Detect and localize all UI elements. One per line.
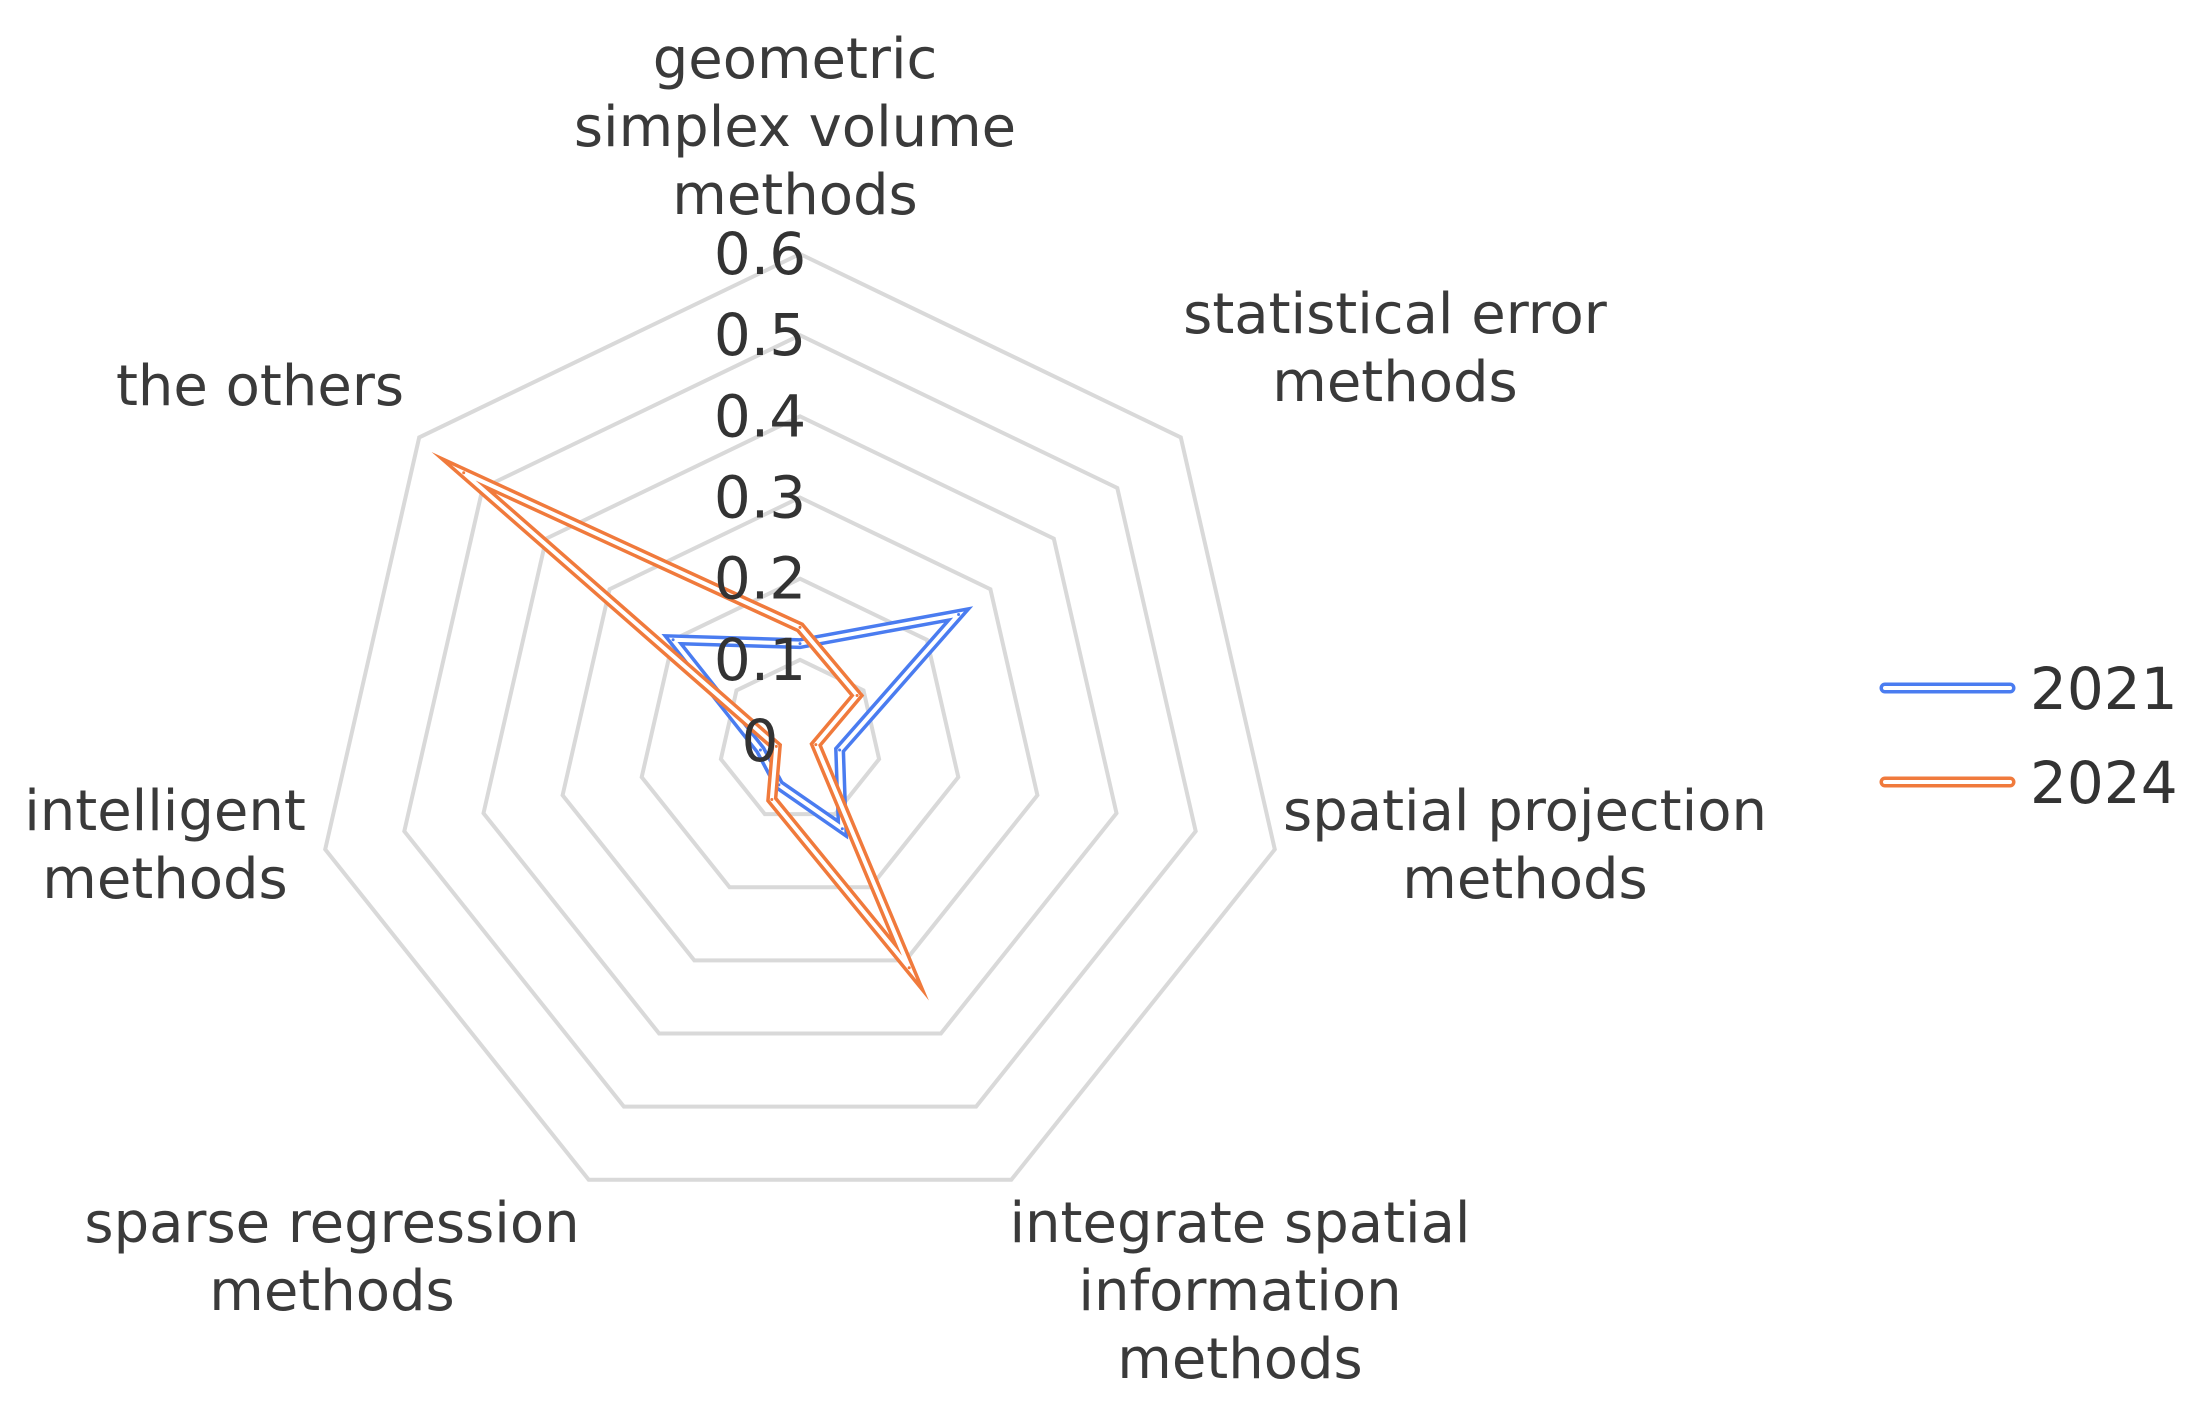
series-2024: [431, 451, 929, 1001]
grid-ring-5: [402, 332, 1198, 1109]
data-point-2024-5: [774, 744, 778, 748]
series-2021: [661, 606, 974, 840]
axis-labels: geometric simplex volume methodsstatistica…: [24, 27, 1767, 1392]
radar-grid: [323, 251, 1277, 1182]
data-point-2024-3: [907, 966, 911, 970]
axis-label-6: the others: [116, 354, 404, 419]
axis-label-3-line-0: integrate spatial: [1010, 1191, 1471, 1256]
tick-label-6: 0.6: [714, 220, 806, 288]
data-point-2024-4: [770, 798, 774, 801]
axis-label-4-line-1: methods: [209, 1259, 454, 1324]
tick-label-4: 0.4: [714, 382, 806, 450]
axis-label-0-line-2: methods: [672, 163, 917, 228]
legend-label-2021: 2021: [2030, 655, 2178, 723]
series-line-2024-outer: [431, 451, 929, 1001]
radial-tick-labels: 0 0.1 0.2 0.3 0.4 0.5 0.6: [714, 220, 806, 775]
grid-ring-2: [639, 576, 961, 890]
axis-label-0-line-0: geometric: [653, 27, 938, 92]
axis-label-5: intelligent methods: [24, 779, 306, 912]
radar-series-layer: [431, 451, 974, 1001]
axis-label-2-line-1: methods: [1402, 847, 1647, 912]
tick-label-3: 0.3: [714, 464, 806, 532]
axis-label-3-line-2: methods: [1117, 1327, 1362, 1392]
grid-ring-6: [323, 251, 1277, 1182]
axis-label-4-line-0: sparse regression: [84, 1191, 579, 1256]
axis-label-1: statistical error methods: [1183, 282, 1608, 415]
tick-label-2: 0.2: [714, 545, 806, 613]
axis-label-4: sparse regression methods: [84, 1191, 579, 1324]
axis-label-1-line-0: statistical error: [1183, 282, 1608, 347]
tick-label-5: 0.5: [714, 301, 806, 369]
grid-ring-1: [718, 657, 882, 817]
axis-label-5-line-1: methods: [42, 847, 287, 912]
legend: 2021 2024: [1879, 655, 2178, 817]
tick-label-0: 0: [742, 707, 779, 775]
axis-label-2-line-0: spatial projection: [1283, 779, 1767, 844]
grid-ring-4: [481, 414, 1119, 1036]
data-point-2021-6: [671, 638, 675, 642]
data-point-2024-6: [462, 471, 466, 475]
axis-label-0: geometric simplex volume methods: [574, 27, 1016, 228]
axis-label-3-line-1: information: [1078, 1259, 1401, 1324]
axis-label-5-line-0: intelligent: [24, 779, 306, 844]
grid-ring-3: [560, 495, 1040, 963]
series-line-2021-inner: [668, 611, 964, 833]
data-point-2024-0: [798, 625, 802, 629]
legend-label-2024: 2024: [2030, 749, 2178, 817]
series-line-2024-inner: [452, 465, 917, 980]
axis-label-2: spatial projection methods: [1283, 779, 1767, 912]
data-point-2021-2: [838, 748, 842, 752]
data-point-2021-1: [957, 613, 961, 616]
data-point-2024-2: [814, 743, 818, 747]
data-point-2021-0: [798, 642, 802, 646]
data-point-2021-5: [758, 748, 762, 752]
data-point-2024-1: [855, 694, 859, 697]
axis-label-3: integrate spatial information methods: [1010, 1191, 1471, 1392]
tick-label-1: 0.1: [714, 626, 806, 694]
axis-label-1-line-1: methods: [1272, 350, 1517, 415]
axis-label-0-line-1: simplex volume: [574, 95, 1016, 160]
legend-item-2021: 2021: [1879, 655, 2178, 723]
legend-item-2024: 2024: [1879, 749, 2178, 817]
axis-label-6-line-0: the others: [116, 354, 404, 419]
data-point-2021-3: [840, 827, 844, 831]
